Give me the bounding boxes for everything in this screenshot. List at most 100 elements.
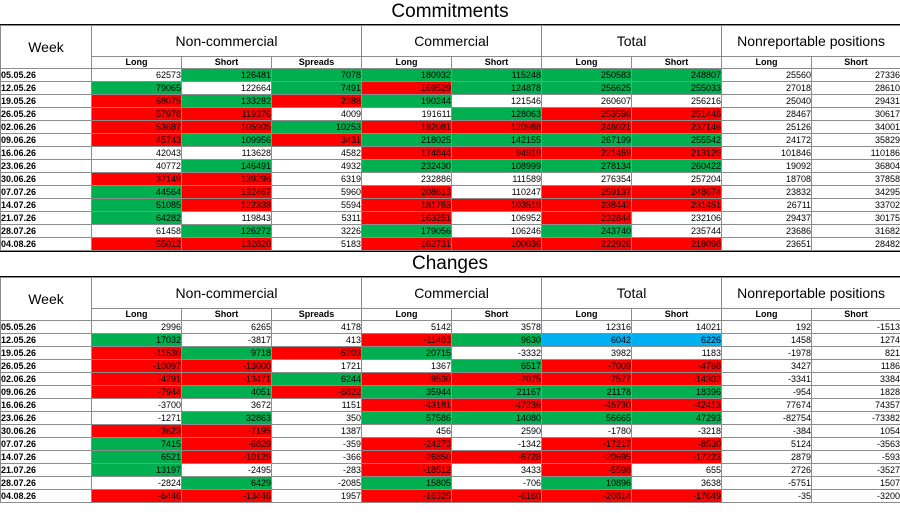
sub-header: Short	[631, 308, 723, 321]
value-cell: -16325	[361, 489, 453, 503]
value-cell: 5142	[361, 320, 453, 334]
value-cell: 115248	[451, 68, 543, 82]
commercial-header: Commercial	[361, 277, 543, 309]
value-cell: 35944	[361, 385, 453, 399]
value-cell: 4932	[270, 159, 363, 173]
value-cell: 238442	[541, 198, 633, 212]
value-cell: 14080	[451, 411, 543, 425]
value-cell: 23651	[721, 237, 813, 251]
value-cell: 106952	[451, 211, 543, 225]
value-cell: 181763	[361, 198, 453, 212]
sub-header: Spreads	[270, 56, 363, 69]
sub-header: Long	[361, 308, 453, 321]
value-cell: 124878	[451, 81, 543, 95]
value-cell: 110247	[451, 185, 543, 199]
value-cell: 126272	[181, 224, 272, 238]
value-cell: 222926	[541, 237, 633, 251]
value-cell: 3384	[811, 372, 900, 386]
value-cell: -13000	[181, 359, 272, 373]
value-cell: -10097	[91, 359, 182, 373]
sub-header: Long	[361, 56, 453, 69]
value-cell: -45730	[541, 398, 633, 412]
value-cell: -8530	[631, 437, 723, 451]
value-cell: -26850	[361, 450, 453, 464]
week-cell: 02.06.26	[0, 120, 92, 134]
sub-header: Long	[91, 56, 182, 69]
value-cell: -17649	[631, 489, 723, 503]
value-cell: 3982	[541, 346, 633, 360]
value-cell: -3700	[91, 398, 182, 412]
value-cell: -706	[451, 476, 543, 490]
value-cell: 26711	[721, 198, 813, 212]
value-cell: 260607	[541, 94, 633, 108]
value-cell: 25126	[721, 120, 813, 134]
value-cell: 259137	[541, 185, 633, 199]
value-cell: 23686	[721, 224, 813, 238]
value-cell: 243740	[541, 224, 633, 238]
value-cell: 3578	[451, 320, 543, 334]
value-cell: 33702	[811, 198, 900, 212]
value-cell: 162731	[361, 237, 453, 251]
sub-header: Short	[811, 308, 900, 321]
value-cell: 119376	[181, 107, 272, 121]
value-cell: 36804	[811, 159, 900, 173]
value-cell: 191611	[361, 107, 453, 121]
value-cell: 6517	[451, 359, 543, 373]
table-row: 21.07.26 64282 119843 5311 163251 106952 23284…	[0, 211, 900, 225]
value-cell: 21178	[541, 385, 633, 399]
value-cell: 248807	[631, 68, 723, 82]
week-cell: 16.06.26	[0, 398, 92, 412]
value-cell: 7415	[91, 437, 182, 451]
value-cell: -35	[721, 489, 813, 503]
table-row: 26.05.26 -10097 -13000 1721 1367 6517 -7009 -47…	[0, 359, 900, 373]
value-cell: 232106	[631, 211, 723, 225]
value-cell: 13197	[91, 463, 182, 477]
value-cell: 1957	[270, 489, 363, 503]
value-cell: 28467	[721, 107, 813, 121]
table-row: 28.07.26 -2824 6429 -2085 15805 -706 10896 3638…	[0, 476, 900, 490]
value-cell: 180932	[361, 68, 453, 82]
table-row: 07.07.26 7415 -6829 -359 -24273 -1342 -17217 -8…	[0, 437, 900, 451]
sub-header: Short	[811, 56, 900, 69]
value-cell: -954	[721, 385, 813, 399]
value-cell: 5124	[721, 437, 813, 451]
value-cell: -3527	[811, 463, 900, 477]
value-cell: 35829	[811, 133, 900, 147]
value-cell: -366	[270, 450, 363, 464]
value-cell: 6265	[181, 320, 272, 334]
week-cell: 05.05.26	[0, 320, 92, 334]
total-header: Total	[541, 25, 723, 57]
value-cell: 256216	[631, 94, 723, 108]
value-cell: -5203	[270, 346, 363, 360]
value-cell: 27018	[721, 81, 813, 95]
value-cell: 31682	[811, 224, 900, 238]
week-cell: 21.07.26	[0, 463, 92, 477]
value-cell: 28482	[811, 237, 900, 251]
value-cell: 3431	[270, 133, 363, 147]
value-cell: 232844	[541, 211, 633, 225]
value-cell: 3433	[451, 463, 543, 477]
value-cell: -2495	[181, 463, 272, 477]
value-cell: -9530	[361, 372, 453, 386]
value-cell: 231451	[631, 198, 723, 212]
table-row: 14.07.26 51085 122338 5594 181763 103519 23844…	[0, 198, 900, 212]
value-cell: 122338	[181, 198, 272, 212]
value-cell: -11530	[91, 346, 182, 360]
value-cell: 260422	[631, 159, 723, 173]
value-cell: 110186	[811, 146, 900, 160]
changes-table: Week Non-commercial Commercial Total Non…	[0, 277, 900, 503]
table-row: 12.05.26 79065 122664 7491 169529 124878 25662…	[0, 81, 900, 95]
value-cell: 1186	[811, 359, 900, 373]
value-cell: 1183	[631, 346, 723, 360]
value-cell: 248674	[631, 185, 723, 199]
value-cell: -43181	[361, 398, 453, 412]
value-cell: 56665	[541, 411, 633, 425]
value-cell: 47293	[631, 411, 723, 425]
value-cell: 5960	[270, 185, 363, 199]
value-cell: 253598	[541, 107, 633, 121]
value-cell: -17223	[631, 450, 723, 464]
nonreportable-header: Nonreportable positions	[721, 25, 900, 57]
value-cell: -7195	[181, 424, 272, 438]
value-cell: 1828	[811, 385, 900, 399]
table-row: 23.06.26 -1271 32863 350 57586 14080 56665 4729…	[0, 411, 900, 425]
